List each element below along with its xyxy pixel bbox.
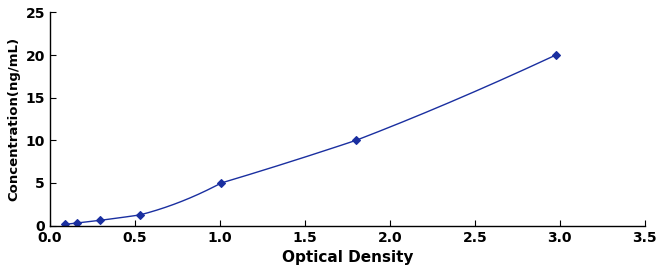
Y-axis label: Concentration(ng/mL): Concentration(ng/mL) [7,37,20,201]
X-axis label: Optical Density: Optical Density [282,250,413,265]
